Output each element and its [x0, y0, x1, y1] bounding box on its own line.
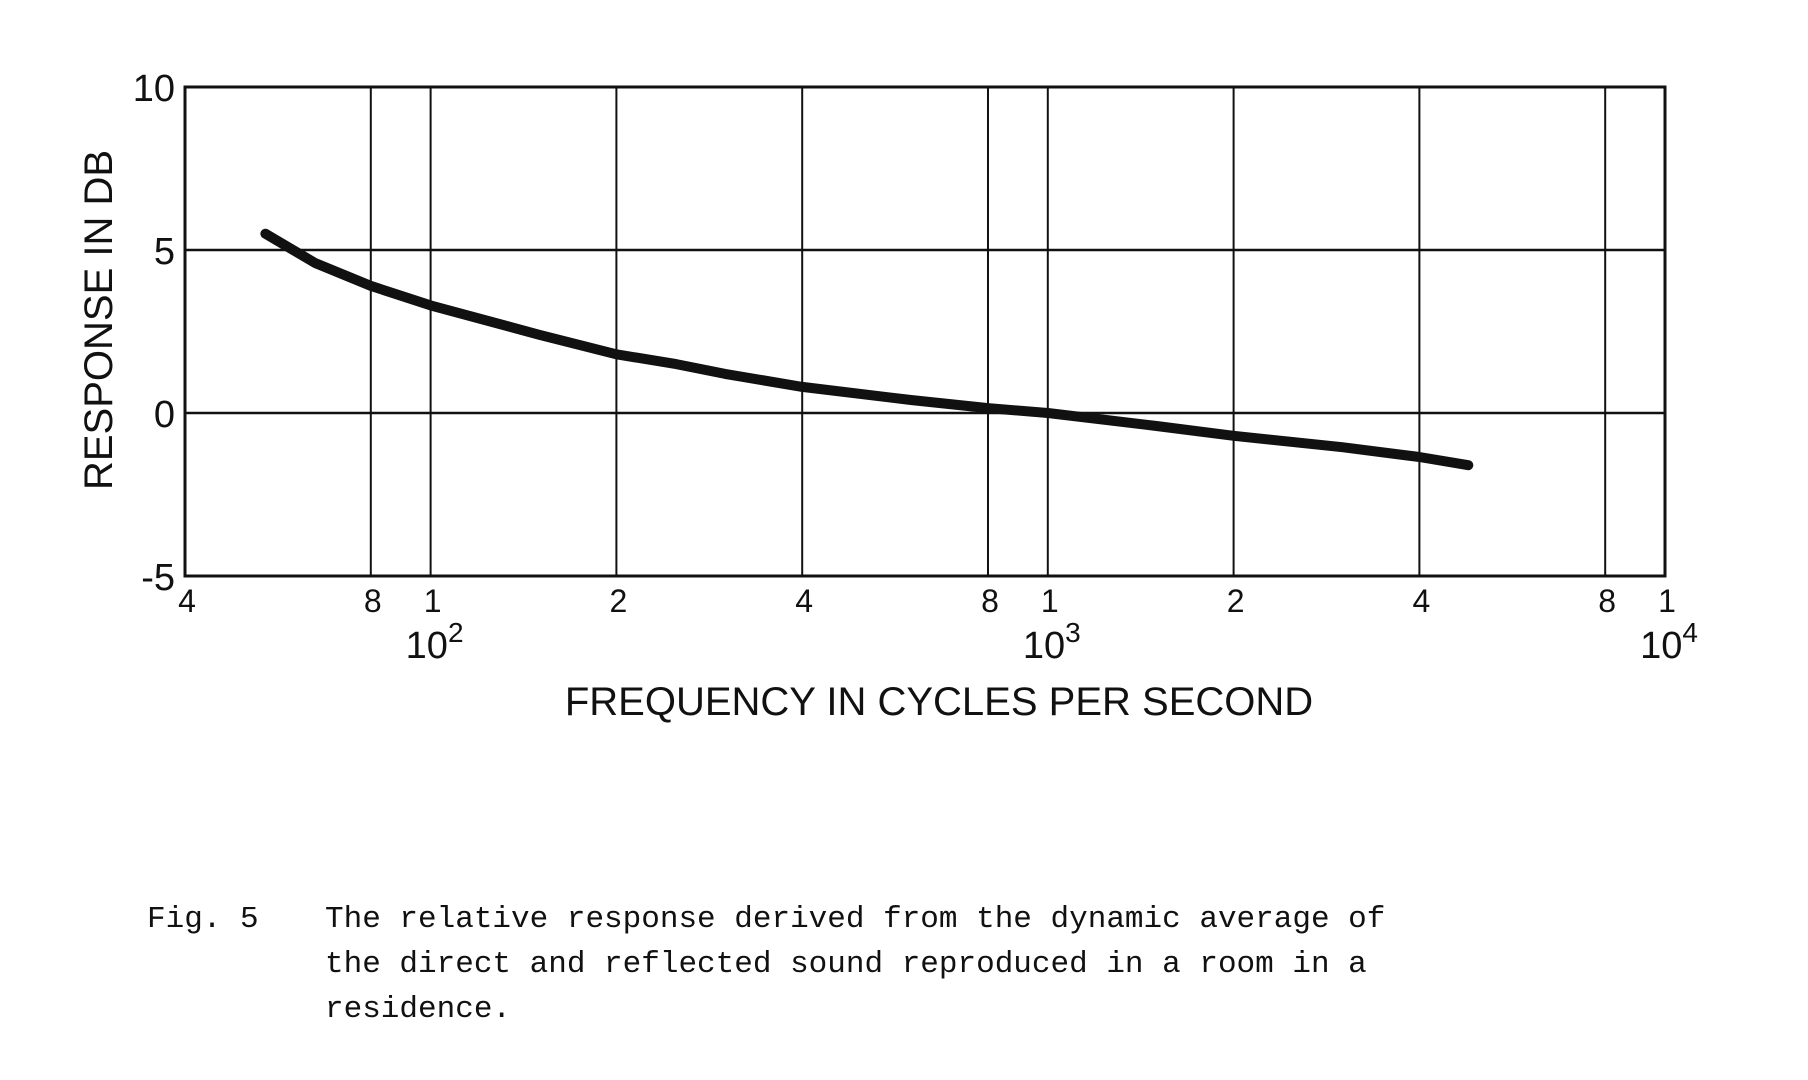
y-tick-label: -5	[141, 557, 175, 599]
decade-label: 104	[1640, 617, 1698, 667]
y-tick-label: 5	[154, 231, 175, 273]
x-tick-label: 8	[981, 583, 999, 619]
x-tick-label: 2	[1227, 583, 1245, 619]
x-tick-label: 1	[1041, 583, 1059, 619]
y-axis-label: RESPONSE IN DB	[77, 150, 121, 490]
caption-line-3: residence.	[325, 992, 511, 1027]
x-tick-label: 8	[364, 583, 382, 619]
x-tick-label: 2	[610, 583, 628, 619]
series	[260, 228, 1474, 471]
decade-label: 103	[1023, 617, 1081, 667]
x-tick-label: 8	[1598, 583, 1616, 619]
x-tick-label: 4	[795, 583, 813, 619]
y-tick-label: 0	[154, 394, 175, 436]
response-curve	[260, 228, 1474, 471]
x-tick-label: 1	[1658, 583, 1676, 619]
x-axis-label: FREQUENCY IN CYCLES PER SECOND	[565, 680, 1313, 724]
x-tick-label: 4	[178, 583, 196, 619]
caption-label: Fig. 5	[147, 902, 259, 937]
caption-line-2: the direct and reflected sound reproduce…	[325, 947, 1367, 982]
y-tick-label: 10	[133, 68, 175, 110]
x-tick-label: 4	[1412, 583, 1430, 619]
caption-line-1: The relative response derived from the d…	[325, 902, 1385, 937]
plot-frame	[183, 85, 1667, 578]
x-tick-label: 1	[424, 583, 442, 619]
grid	[183, 85, 1667, 578]
decade-label: 102	[406, 617, 464, 667]
